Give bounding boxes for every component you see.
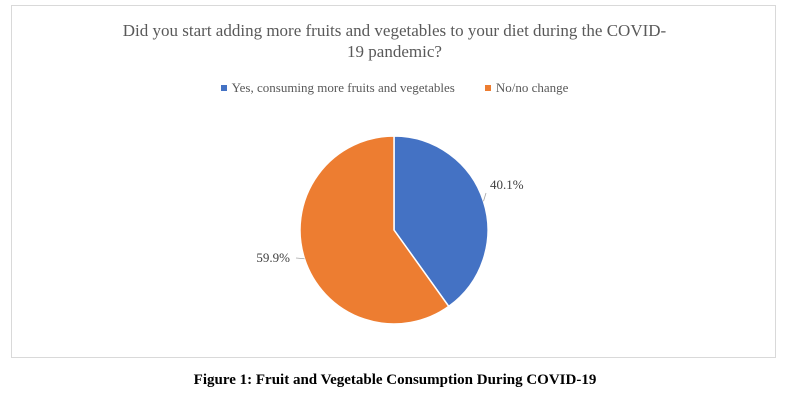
legend-item-yes: Yes, consuming more fruits and vegetable… <box>220 80 455 96</box>
chart-legend: Yes, consuming more fruits and vegetable… <box>12 80 777 96</box>
chart-title: Did you start adding more fruits and veg… <box>92 20 697 62</box>
data-label-no: 59.9% <box>256 250 290 265</box>
legend-label-no: No/no change <box>495 80 569 95</box>
legend-label-yes: Yes, consuming more fruits and vegetable… <box>231 80 455 95</box>
pie-slice-yes <box>393 135 489 308</box>
legend-item-no: No/no change <box>484 80 569 96</box>
chart-title-line-1: Did you start adding more fruits and veg… <box>122 21 667 40</box>
chart-frame: Did you start adding more fruits and veg… <box>11 5 776 358</box>
legend-swatch-no <box>484 85 491 91</box>
leader-line-yes <box>483 192 487 202</box>
chart-title-line-2: 19 pandemic? <box>347 42 442 61</box>
data-label-yes: 40.1% <box>490 177 524 192</box>
pie-chart: 40.1% 59.9% <box>256 135 524 325</box>
leader-line-no <box>295 257 305 260</box>
legend-swatch-yes <box>220 85 227 91</box>
figure-caption: Figure 1: Fruit and Vegetable Consumptio… <box>193 372 597 388</box>
